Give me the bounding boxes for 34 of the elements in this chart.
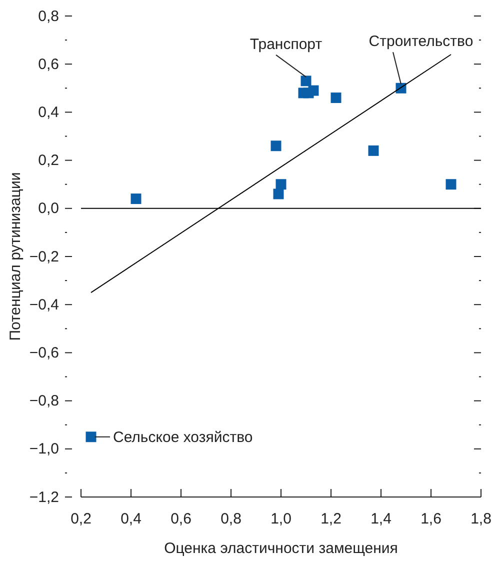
y-tick-label: −0,4 [29,296,59,314]
y-tick-label: −0,8 [29,392,59,410]
y-tick-label: 0,8 [38,8,59,25]
point [308,85,319,96]
y-tick-label: −0,2 [29,248,59,266]
point [130,194,142,204]
x-tick-label: 0,8 [220,510,242,528]
x-tick-label: 0,2 [70,510,92,528]
annotation: Транспорт [250,36,322,53]
x-tick-label: 1,6 [420,510,442,528]
point [270,140,282,152]
point [86,432,96,442]
y-tick-label: −0,6 [29,344,59,362]
y-tick-label: 0,4 [38,104,59,121]
point [300,76,312,86]
x-axis-title: Оценка эластичности замещения [164,540,398,557]
x-tick-label: 0,6 [170,510,192,528]
x-tick-label: 0,4 [120,510,142,528]
point [368,145,379,156]
point [446,179,456,190]
y-axis-title: Потенциал рутинизации [7,172,24,341]
annotation: Сельское хозяйство [113,428,253,446]
annotation: Строительство [368,33,474,50]
point [330,92,342,104]
x-tick-label: 1,2 [320,510,342,528]
y-tick-label: 0,6 [38,56,59,73]
y-tick-label: −1,2 [29,488,59,506]
x-tick-label: 1,8 [470,510,492,528]
y-tick-label: 0,0 [38,200,59,218]
x-tick-label: 1,0 [270,510,292,528]
point [276,179,286,190]
x-tick-label: 1,4 [370,510,392,528]
y-tick-label: −1,0 [29,440,59,458]
y-tick-label: 0,2 [38,152,59,170]
